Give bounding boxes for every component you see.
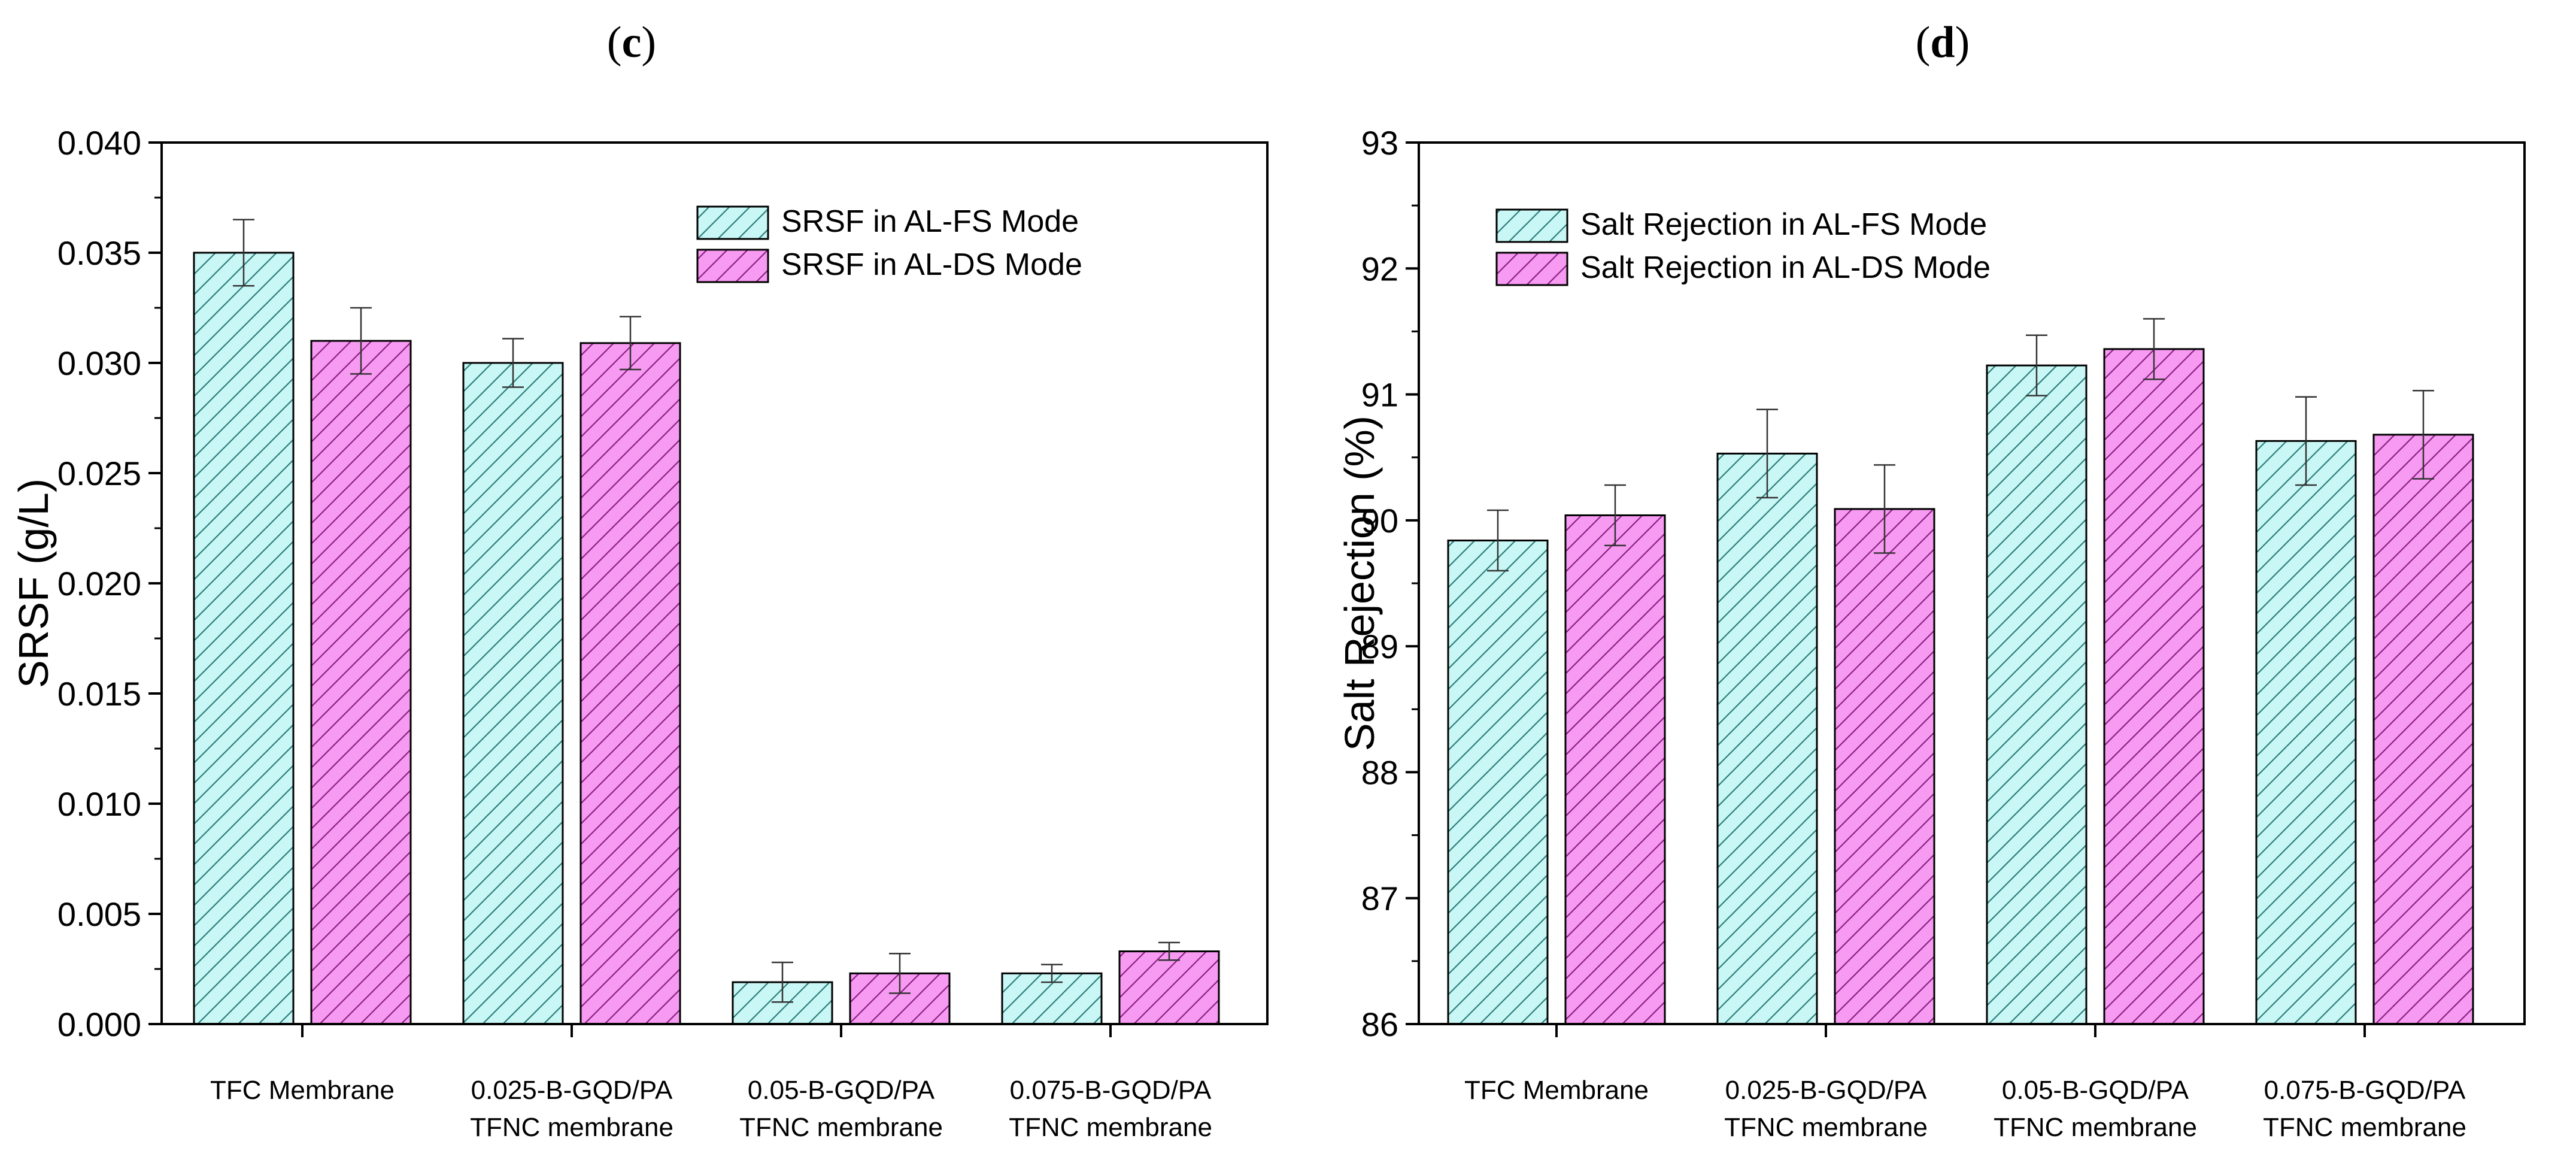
- y-tick-label-d-7: 93: [1361, 124, 1398, 162]
- y-axis-label-d: Salt Rejection (%): [1336, 416, 1383, 751]
- bar-d-s1-c0: [1564, 514, 1666, 1025]
- y-tick-label-d-0: 86: [1361, 1006, 1398, 1043]
- x-tick-label-d-1-0: 0.025-B-GQD/PA: [1725, 1076, 1927, 1105]
- y-tick-label-c-2: 0.010: [57, 785, 141, 823]
- y-tick-label-c-7: 0.035: [57, 234, 141, 272]
- x-tick-label-c-1-1: TFNC membrane: [470, 1113, 673, 1142]
- bar-c-s1-c0: [310, 340, 412, 1025]
- y-tick-label-c-8: 0.040: [57, 124, 141, 162]
- legend-swatch-d-1: [1495, 252, 1568, 286]
- legend-label-d-0: Salt Rejection in AL-FS Mode: [1580, 207, 1987, 242]
- bar-c-s1-c3: [1118, 950, 1220, 1025]
- y-tick-label-c-6: 0.030: [57, 344, 141, 382]
- bar-c-s0-c0: [193, 252, 295, 1025]
- y-tick-label-d-6: 92: [1361, 250, 1398, 287]
- x-tick-label-d-0-0: TFC Membrane: [1464, 1076, 1649, 1105]
- x-tick-label-d-2-1: TFNC membrane: [1994, 1113, 2197, 1142]
- y-tick-label-c-0: 0.000: [57, 1006, 141, 1043]
- x-tick-label-c-1-0: 0.025-B-GQD/PA: [471, 1076, 673, 1105]
- legend-label-d-1: Salt Rejection in AL-DS Mode: [1580, 250, 1991, 285]
- legend-swatch-c-1: [696, 249, 769, 283]
- x-tick-label-d-3-1: TFNC membrane: [2263, 1113, 2466, 1142]
- bar-d-s1-c3: [2372, 434, 2474, 1025]
- bar-d-s1-c2: [2103, 348, 2205, 1025]
- bar-c-s0-c1: [462, 362, 564, 1025]
- panel-label-d: (d): [1916, 18, 1970, 67]
- x-tick-label-d-3-0: 0.075-B-GQD/PA: [2264, 1076, 2466, 1105]
- y-tick-label-c-3: 0.015: [57, 675, 141, 713]
- legend-swatch-c-0: [696, 205, 769, 240]
- x-tick-label-c-3-1: TFNC membrane: [1009, 1113, 1212, 1142]
- bar-d-s0-c1: [1716, 452, 1818, 1025]
- panel-label-c: (c): [607, 18, 656, 67]
- y-tick-label-d-3: 89: [1361, 628, 1398, 665]
- x-tick-label-d-2-0: 0.05-B-GQD/PA: [2002, 1076, 2189, 1105]
- y-tick-label-d-1: 87: [1361, 880, 1398, 917]
- x-tick-label-c-2-1: TFNC membrane: [739, 1113, 943, 1142]
- bar-d-s0-c0: [1447, 540, 1549, 1025]
- y-tick-label-c-4: 0.020: [57, 565, 141, 602]
- bar-c-s1-c1: [579, 342, 681, 1025]
- y-tick-label-d-2: 88: [1361, 753, 1398, 791]
- y-axis-label-c: SRSF (g/L): [10, 478, 57, 688]
- y-tick-label-d-4: 90: [1361, 502, 1398, 540]
- y-tick-label-c-1: 0.005: [57, 895, 141, 933]
- x-tick-label-d-1-1: TFNC membrane: [1724, 1113, 1928, 1142]
- legend-label-c-1: SRSF in AL-DS Mode: [781, 247, 1082, 282]
- x-tick-label-c-3-0: 0.075-B-GQD/PA: [1010, 1076, 1212, 1105]
- legend-swatch-d-0: [1495, 208, 1568, 243]
- bar-d-s1-c1: [1834, 508, 1935, 1025]
- y-tick-label-c-5: 0.025: [57, 455, 141, 492]
- x-tick-label-c-2-0: 0.05-B-GQD/PA: [748, 1076, 935, 1105]
- legend-label-c-0: SRSF in AL-FS Mode: [781, 204, 1079, 239]
- bar-d-s0-c2: [1986, 364, 2087, 1025]
- chart-d-salt-rejection: 86 87 88 89 90 91 92 93 TFC Membrane 0.025-B-GQD/…: [1336, 124, 2526, 1142]
- y-tick-label-d-5: 91: [1361, 376, 1398, 414]
- x-tick-label-c-0-0: TFC Membrane: [210, 1076, 395, 1105]
- chart-c-srsf: 0.000 0.005 0.010 0.015 0.020 0.025 0.030 0.035…: [10, 124, 1269, 1142]
- bar-d-s0-c3: [2255, 440, 2357, 1025]
